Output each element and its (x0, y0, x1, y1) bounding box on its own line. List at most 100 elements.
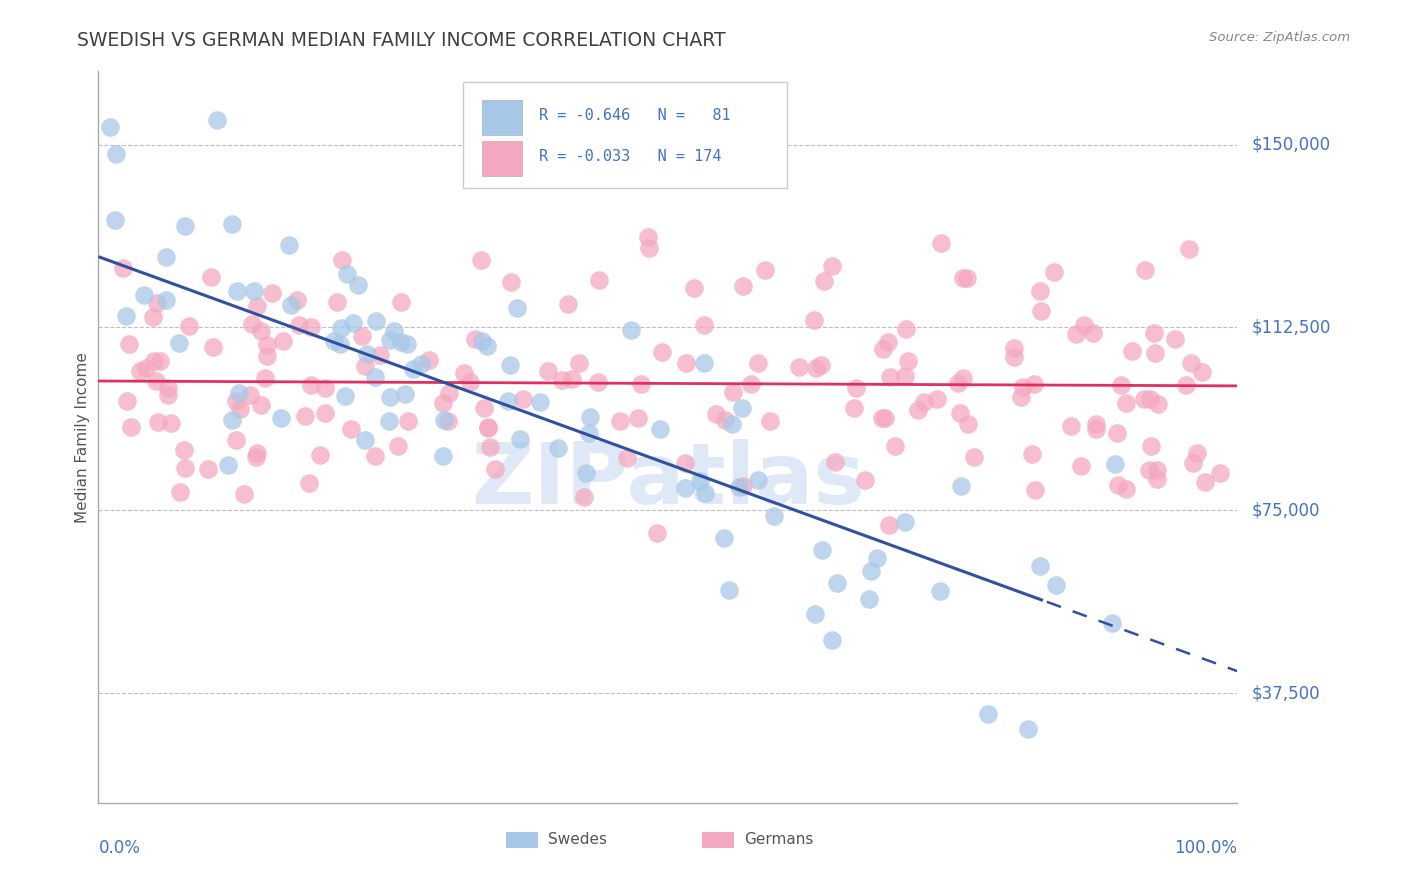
Point (1104, 457, 1126, 471)
Point (323, 334, 346, 348)
Text: $37,500: $37,500 (1251, 684, 1320, 702)
Point (1121, 344, 1143, 359)
Point (409, 357, 432, 371)
Point (256, 349, 278, 363)
Point (366, 314, 388, 328)
Point (1182, 456, 1205, 470)
Point (229, 401, 252, 416)
Point (551, 373, 574, 387)
Point (1115, 482, 1137, 496)
Point (804, 607, 827, 622)
Point (879, 370, 901, 384)
Point (197, 462, 219, 476)
Point (1209, 467, 1232, 481)
Point (1140, 439, 1163, 453)
Point (579, 409, 602, 424)
Point (253, 371, 276, 385)
Point (167, 335, 190, 350)
Point (1137, 463, 1160, 477)
Point (731, 279, 754, 293)
Point (1024, 483, 1046, 498)
Point (638, 241, 661, 255)
Point (578, 425, 600, 440)
Point (893, 515, 915, 529)
Point (627, 410, 650, 425)
Point (689, 475, 711, 489)
Point (568, 356, 591, 370)
Point (439, 386, 461, 401)
Point (754, 263, 776, 277)
Point (470, 253, 492, 268)
Point (378, 333, 401, 347)
Point (506, 301, 529, 315)
Point (287, 318, 309, 333)
Point (477, 338, 499, 352)
Point (949, 406, 972, 420)
Text: $75,000: $75,000 (1251, 501, 1320, 519)
Point (695, 485, 717, 500)
Text: $112,500: $112,500 (1251, 318, 1330, 336)
Point (620, 323, 643, 337)
Point (804, 360, 827, 375)
Point (104, 213, 127, 227)
Point (285, 293, 308, 307)
Point (630, 377, 652, 392)
Point (1115, 396, 1137, 410)
Point (387, 439, 409, 453)
Point (245, 450, 267, 464)
Point (336, 267, 359, 281)
Point (499, 275, 522, 289)
Point (432, 396, 454, 410)
Point (262, 286, 284, 301)
Point (432, 450, 454, 464)
Point (378, 391, 401, 405)
Point (354, 433, 377, 447)
Y-axis label: Median Family Income: Median Family Income (75, 351, 90, 523)
Point (309, 448, 332, 462)
Point (704, 408, 727, 422)
Point (962, 450, 984, 464)
Point (1043, 265, 1066, 279)
Point (145, 375, 167, 389)
Point (956, 417, 979, 431)
Point (1010, 390, 1032, 404)
Point (484, 462, 506, 476)
Point (396, 414, 419, 428)
Point (394, 387, 416, 401)
Point (1146, 463, 1168, 477)
Point (872, 411, 894, 425)
Point (228, 385, 250, 400)
Point (143, 353, 166, 368)
Point (271, 334, 294, 348)
Point (356, 346, 378, 360)
Point (650, 421, 672, 435)
Point (872, 342, 894, 356)
Point (112, 260, 135, 275)
Point (537, 364, 560, 378)
Point (1180, 356, 1202, 370)
Point (821, 633, 844, 648)
Point (803, 313, 825, 327)
Point (845, 381, 868, 395)
Text: ZIPatlas: ZIPatlas (471, 440, 865, 523)
Point (645, 525, 668, 540)
Point (728, 480, 751, 494)
Point (877, 518, 900, 533)
Point (221, 218, 243, 232)
Point (330, 252, 353, 267)
Point (239, 387, 262, 401)
Point (225, 284, 247, 298)
Point (146, 415, 169, 429)
Point (145, 295, 167, 310)
Point (458, 375, 481, 389)
Point (825, 576, 848, 591)
Point (574, 491, 596, 505)
Point (232, 487, 254, 501)
Point (478, 440, 501, 454)
Point (894, 368, 917, 383)
Point (693, 318, 716, 333)
Text: 0.0%: 0.0% (98, 839, 141, 857)
Point (1085, 422, 1108, 436)
Bar (482, 100, 522, 135)
Text: Germans: Germans (744, 832, 814, 847)
